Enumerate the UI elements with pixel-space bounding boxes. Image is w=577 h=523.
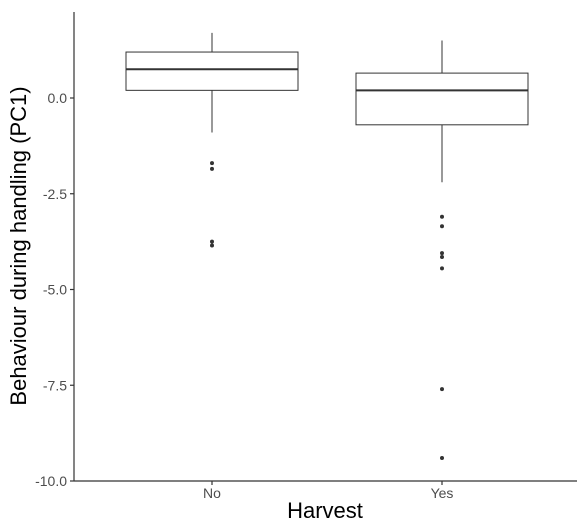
outlier-point xyxy=(440,251,444,256)
outlier-point xyxy=(440,456,444,461)
x-axis-title: Harvest xyxy=(287,498,363,523)
x-tick-label: No xyxy=(203,485,221,501)
y-axis-title: Behaviour during handling (PC1) xyxy=(6,86,31,405)
box-yes xyxy=(355,40,529,461)
y-tick-label: -2.5 xyxy=(43,186,67,202)
boxes-layer xyxy=(125,32,529,461)
y-tick-label: -5.0 xyxy=(43,282,67,298)
outlier-point xyxy=(210,243,214,248)
box-no xyxy=(125,32,299,248)
outlier-point xyxy=(440,387,444,392)
iqr-box xyxy=(125,51,299,91)
outlier-point xyxy=(210,166,214,171)
axes-layer: 0.0 -2.5 -5.0 -7.5 -10.0 No Yes xyxy=(35,12,577,501)
y-tick-label: -10.0 xyxy=(35,473,67,489)
outlier-point xyxy=(440,224,444,229)
outlier-point xyxy=(210,239,214,244)
outlier-point xyxy=(440,254,444,259)
x-tick-label: Yes xyxy=(431,485,454,501)
outlier-point xyxy=(440,214,444,219)
iqr-box xyxy=(355,72,529,126)
outlier-point xyxy=(210,161,214,166)
y-tick-label: 0.0 xyxy=(48,90,68,106)
y-tick-label: -7.5 xyxy=(43,377,67,393)
outlier-point xyxy=(440,266,444,271)
